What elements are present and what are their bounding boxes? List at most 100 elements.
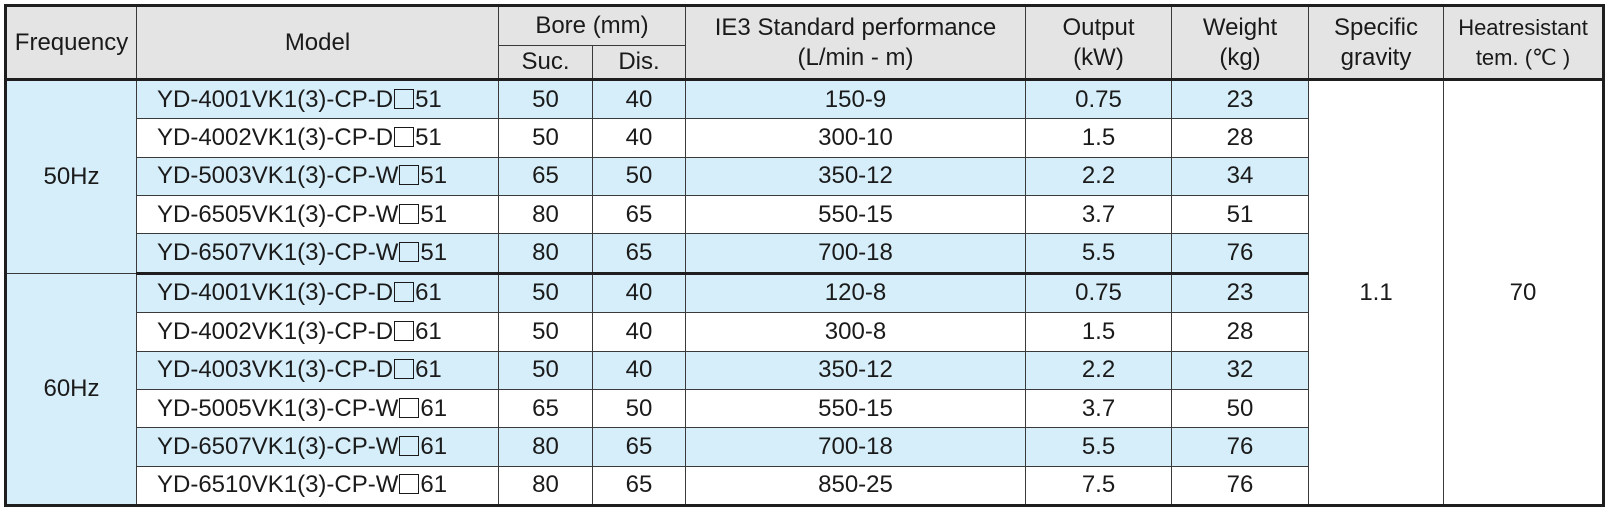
model-cell: YD-4003VK1(3)-CP-D 61 <box>136 350 499 390</box>
output-cell: 0.75 <box>1025 78 1172 120</box>
model-header: Model <box>136 5 499 80</box>
suction-cell: 65 <box>498 388 593 429</box>
heat-resistant-cell: 70 <box>1443 79 1604 506</box>
suction-cell: 50 <box>498 118 593 158</box>
model-cell: YD-4001VK1(3)-CP-D 51 <box>136 78 499 120</box>
performance-cell: 300-10 <box>685 118 1026 158</box>
model-prefix: YD-6505VK1(3)-CP-W <box>157 200 399 228</box>
model-cell: YD-4002VK1(3)-CP-D 51 <box>136 118 499 158</box>
suction-cell: 80 <box>498 427 593 467</box>
suction-cell: 80 <box>498 465 593 507</box>
weight-cell: 28 <box>1171 312 1309 352</box>
performance-cell: 150-9 <box>685 78 1026 120</box>
table-body: 50Hz YD-4001VK1(3)-CP-D 51 50 40 150-9 0.75 23 1… <box>5 78 1604 507</box>
suction-cell: 65 <box>498 156 593 197</box>
discharge-cell: 40 <box>592 118 686 158</box>
model-suffix: 51 <box>415 124 442 152</box>
specific-gravity-header-line1: Specific <box>1333 13 1419 41</box>
placeholder-box-icon <box>399 165 420 186</box>
performance-header-line2: (L/min - m) <box>797 43 914 71</box>
weight-header-line2: (kg) <box>1219 43 1261 71</box>
table-row: YD-6505VK1(3)-CP-W 51 80 65 550-15 3.7 51 <box>6 195 1604 235</box>
weight-cell: 51 <box>1171 195 1309 235</box>
table-row: YD-5005VK1(3)-CP-W 61 65 50 550-15 3.7 50 <box>6 388 1604 429</box>
frequency-header: Frequency <box>5 5 137 80</box>
model-cell: YD-6507VK1(3)-CP-W 61 <box>136 427 499 467</box>
placeholder-box-icon <box>399 474 420 495</box>
weight-cell: 34 <box>1171 156 1309 197</box>
output-cell: 2.2 <box>1025 156 1172 197</box>
placeholder-box-icon <box>394 88 415 109</box>
discharge-cell: 40 <box>592 272 686 314</box>
table-row: YD-6510VK1(3)-CP-W 61 80 65 850-25 7.5 76 <box>6 465 1604 507</box>
frequency-cell: 60Hz <box>5 272 137 507</box>
discharge-cell: 40 <box>592 312 686 352</box>
placeholder-box-icon <box>394 282 415 303</box>
weight-cell: 32 <box>1171 350 1309 390</box>
discharge-cell: 40 <box>592 350 686 390</box>
suction-cell: 50 <box>498 350 593 390</box>
model-prefix: YD-4001VK1(3)-CP-D <box>157 279 394 307</box>
weight-cell: 28 <box>1171 118 1309 158</box>
model-prefix: YD-4003VK1(3)-CP-D <box>157 356 394 384</box>
model-prefix: YD-6507VK1(3)-CP-W <box>157 239 399 267</box>
model-suffix: 61 <box>420 394 448 422</box>
discharge-header: Dis. <box>592 45 686 80</box>
placeholder-box-icon <box>399 435 420 456</box>
output-cell: 2.2 <box>1025 350 1172 390</box>
output-cell: 5.5 <box>1025 427 1172 467</box>
output-header: Output (kW) <box>1025 5 1172 80</box>
performance-cell: 700-18 <box>685 233 1026 275</box>
discharge-cell: 50 <box>592 156 686 197</box>
output-header-line1: Output <box>1062 13 1135 41</box>
model-suffix: 51 <box>420 200 448 228</box>
discharge-cell: 65 <box>592 465 686 507</box>
weight-cell: 76 <box>1171 233 1309 275</box>
suction-cell: 80 <box>498 233 593 275</box>
model-prefix: YD-4002VK1(3)-CP-D <box>157 124 394 152</box>
discharge-cell: 65 <box>592 195 686 235</box>
model-suffix: 61 <box>415 279 442 307</box>
table-row: YD-4002VK1(3)-CP-D 51 50 40 300-10 1.5 28 <box>6 118 1604 158</box>
weight-header-line1: Weight <box>1202 13 1278 41</box>
suction-cell: 80 <box>498 195 593 235</box>
model-suffix: 51 <box>420 239 448 267</box>
performance-cell: 700-18 <box>685 427 1026 467</box>
heat-resistant-header-line1: Heatresistant <box>1458 14 1588 40</box>
table-header: Frequency Model Bore (mm) IE3 Standard p… <box>5 5 1604 80</box>
placeholder-box-icon <box>394 127 415 148</box>
placeholder-box-icon <box>394 359 415 380</box>
performance-header: IE3 Standard performance (L/min - m) <box>685 5 1026 80</box>
model-suffix: 61 <box>415 317 442 345</box>
weight-header: Weight (kg) <box>1171 5 1309 80</box>
placeholder-box-icon <box>399 242 420 263</box>
discharge-cell: 65 <box>592 427 686 467</box>
model-prefix: YD-6510VK1(3)-CP-W <box>157 471 399 499</box>
model-suffix: 51 <box>415 85 442 113</box>
model-cell: YD-4002VK1(3)-CP-D 61 <box>136 312 499 352</box>
weight-cell: 76 <box>1171 465 1309 507</box>
model-suffix: 61 <box>420 432 448 460</box>
table-row: YD-4002VK1(3)-CP-D 61 50 40 300-8 1.5 28 <box>6 312 1604 352</box>
output-cell: 1.5 <box>1025 118 1172 158</box>
specific-gravity-header-line2: gravity <box>1340 43 1412 71</box>
performance-cell: 550-15 <box>685 195 1026 235</box>
performance-cell: 350-12 <box>685 156 1026 197</box>
table-row: 60Hz YD-4001VK1(3)-CP-D 61 50 40 120-8 0.75 23 <box>5 272 1604 507</box>
placeholder-box-icon <box>399 203 420 224</box>
model-prefix: YD-4002VK1(3)-CP-D <box>157 317 394 345</box>
weight-cell: 23 <box>1171 272 1309 314</box>
model-suffix: 51 <box>420 162 448 190</box>
weight-cell: 76 <box>1171 427 1309 467</box>
specific-gravity-header: Specific gravity <box>1308 5 1444 80</box>
suction-header: Suc. <box>498 45 593 80</box>
output-cell: 3.7 <box>1025 195 1172 235</box>
table-row: YD-4003VK1(3)-CP-D 61 50 40 350-12 2.2 32 <box>6 350 1604 390</box>
performance-cell: 300-8 <box>685 312 1026 352</box>
output-cell: 3.7 <box>1025 388 1172 429</box>
model-suffix: 61 <box>420 471 448 499</box>
model-prefix: YD-6507VK1(3)-CP-W <box>157 432 399 460</box>
weight-cell: 50 <box>1171 388 1309 429</box>
output-header-line2: (kW) <box>1073 43 1124 71</box>
frequency-cell: 50Hz <box>5 79 137 274</box>
